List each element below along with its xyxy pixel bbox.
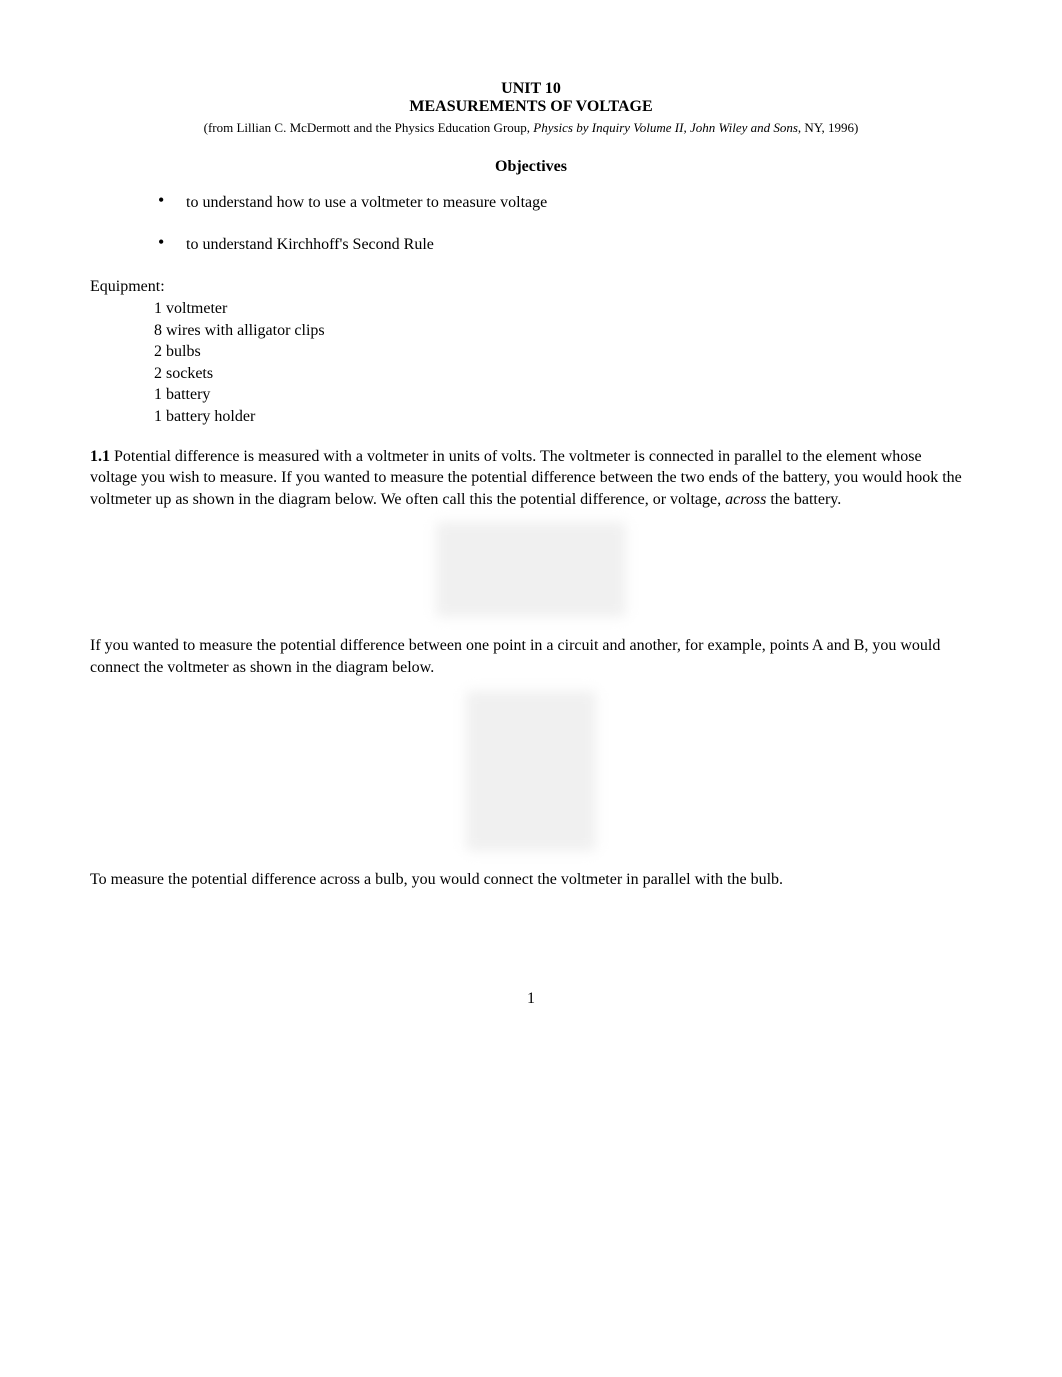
section-number: 1.1 — [90, 448, 110, 465]
list-item: 2 bulbs — [154, 341, 972, 363]
circuit-diagram-battery-icon — [436, 522, 626, 617]
objectives-heading: Objectives — [90, 158, 972, 176]
list-item: 8 wires with alligator clips — [154, 320, 972, 342]
paragraph-2: If you wanted to measure the potential d… — [90, 635, 972, 678]
citation-prefix: (from Lillian C. McDermott and the Physi… — [204, 120, 534, 135]
equipment-list: 1 voltmeter 8 wires with alligator clips… — [154, 298, 972, 428]
circuit-diagram-points-icon — [466, 691, 596, 851]
paragraph-1: 1.1 Potential difference is measured wit… — [90, 446, 972, 511]
list-item: 1 battery — [154, 384, 972, 406]
page-title: MEASUREMENTS OF VOLTAGE — [90, 98, 972, 116]
list-item: 2 sockets — [154, 363, 972, 385]
citation-suffix: , NY, 1996) — [798, 120, 858, 135]
list-item: to understand how to use a voltmeter to … — [150, 194, 972, 212]
equipment-label: Equipment: — [90, 278, 972, 296]
list-item: 1 voltmeter — [154, 298, 972, 320]
paragraph-text: the battery. — [766, 491, 841, 508]
unit-number: UNIT 10 — [90, 80, 972, 98]
objectives-list: to understand how to use a voltmeter to … — [150, 194, 972, 254]
page-number: 1 — [90, 990, 972, 1008]
citation: (from Lillian C. McDermott and the Physi… — [90, 120, 972, 136]
citation-source: Physics by Inquiry Volume II, John Wiley… — [533, 120, 798, 135]
list-item: to understand Kirchhoff's Second Rule — [150, 236, 972, 254]
emphasis-word: across — [725, 491, 766, 508]
list-item: 1 battery holder — [154, 406, 972, 428]
paragraph-3: To measure the potential difference acro… — [90, 869, 972, 891]
